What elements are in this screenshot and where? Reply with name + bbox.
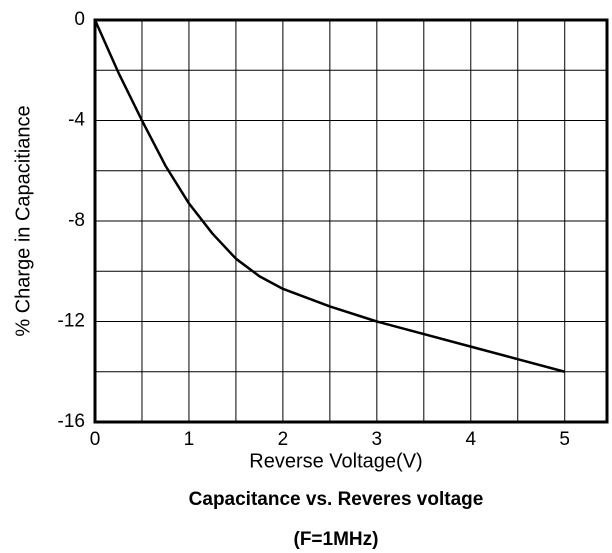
chart-subtitle: (F=1MHz)	[294, 529, 379, 550]
plot-border	[93, 18, 609, 424]
y-axis-label: % Charge in Capacitiance	[12, 105, 34, 336]
x-tick-label: 0	[90, 429, 101, 450]
x-tick-label: 4	[465, 429, 476, 450]
y-tick-label: -4	[68, 110, 85, 131]
x-tick-label: 1	[184, 429, 195, 450]
y-tick-label: -16	[58, 411, 85, 432]
line	[93, 19, 566, 373]
y-tick-label: -8	[68, 210, 85, 231]
x-tick-label: 3	[372, 429, 383, 450]
y-tick-label: -12	[58, 311, 85, 332]
x-tick-label: 2	[278, 429, 289, 450]
chart-title: Capacitance vs. Reveres voltage	[189, 489, 484, 510]
x-axis-label: Reverse Voltage(V)	[249, 450, 422, 472]
y-tick-label: 0	[74, 9, 85, 30]
x-tick-label: 5	[559, 429, 570, 450]
